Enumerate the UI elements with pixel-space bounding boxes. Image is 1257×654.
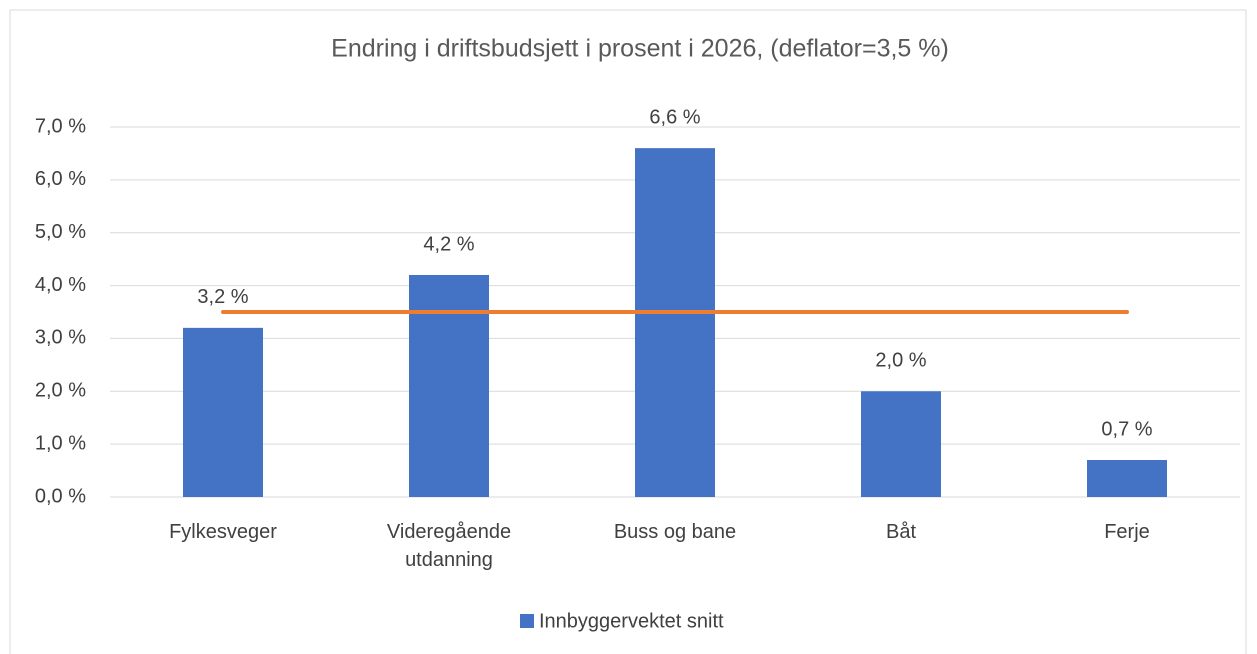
data-label: 0,7 %	[1101, 418, 1152, 440]
chart-title: Endring i driftsbudsjett i prosent i 202…	[331, 35, 949, 63]
x-tick-label: Videregående utdanning	[386, 521, 512, 571]
legend-swatch	[520, 614, 534, 628]
bar	[183, 327, 263, 497]
y-tick-label: 3,0 %	[35, 327, 86, 349]
legend-label: Innbyggervektet snitt	[539, 610, 724, 632]
y-tick-label: 7,0 %	[35, 115, 86, 137]
bar	[409, 275, 489, 497]
data-label: 4,2 %	[423, 233, 474, 255]
data-label: 3,2 %	[197, 286, 248, 308]
y-tick-label: 6,0 %	[35, 168, 86, 190]
bar	[1087, 460, 1167, 497]
data-label: 6,6 %	[649, 106, 700, 128]
y-tick-label: 2,0 %	[35, 380, 86, 402]
bar	[635, 148, 715, 497]
data-label: 2,0 %	[875, 350, 926, 372]
y-tick-label: 1,0 %	[35, 432, 86, 454]
y-tick-label: 0,0 %	[35, 485, 86, 507]
x-tick-label: Båt	[885, 521, 917, 543]
x-tick-label: Ferje	[1104, 521, 1150, 543]
x-tick-label: Buss og bane	[613, 521, 737, 543]
bar	[861, 391, 941, 497]
y-tick-label: 5,0 %	[35, 221, 86, 243]
y-tick-label: 4,0 %	[35, 274, 86, 296]
x-tick-label: Fylkesveger	[169, 521, 277, 543]
